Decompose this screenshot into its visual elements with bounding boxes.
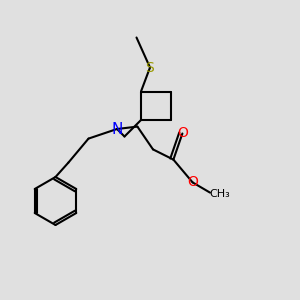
Text: CH₃: CH₃ xyxy=(209,189,230,199)
Text: O: O xyxy=(187,176,198,189)
Text: O: O xyxy=(177,127,188,140)
Text: S: S xyxy=(146,61,154,74)
Text: N: N xyxy=(111,122,123,136)
